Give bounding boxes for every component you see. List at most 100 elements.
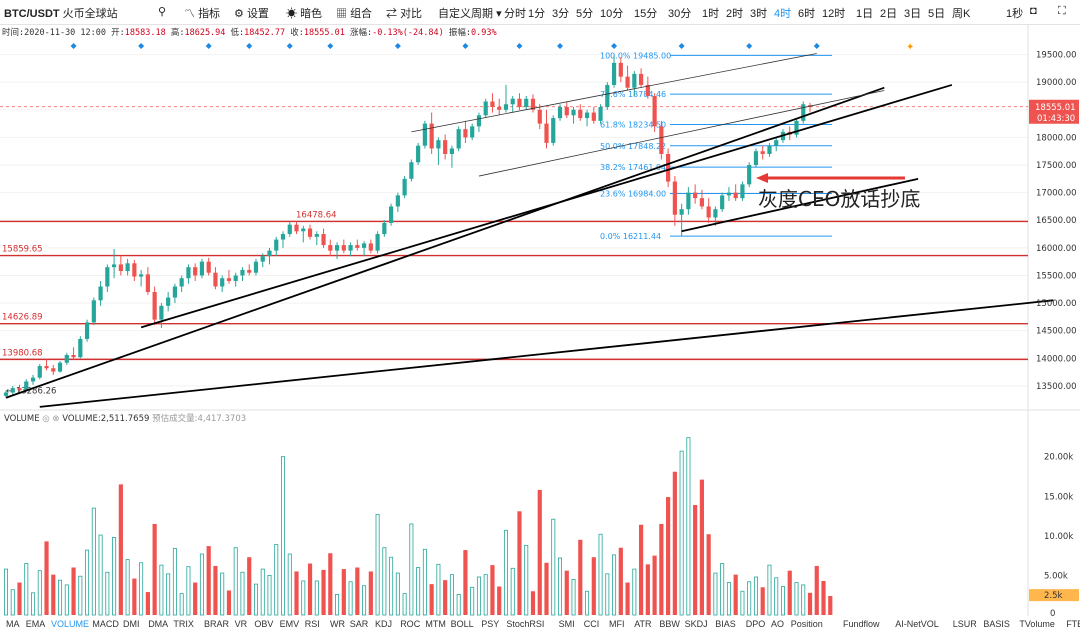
period-tab[interactable]: 3时 (750, 8, 768, 20)
period-tab[interactable]: 2时 (726, 8, 744, 20)
level-label: ← 13286.26 (6, 387, 56, 397)
candle-body (57, 362, 63, 372)
custom-period-dropdown[interactable]: 自定义周期 ▾ (438, 8, 502, 20)
candle-body (470, 126, 475, 138)
candle-body (720, 195, 725, 210)
compare-button[interactable]: ⇄ 对比 (386, 8, 423, 20)
volume-bar (503, 529, 508, 616)
indicator-tab[interactable]: StochRSI (506, 619, 545, 629)
indicator-tab[interactable]: CCI (583, 619, 600, 629)
period-tab[interactable]: 5日 (928, 8, 946, 20)
volume-bar (44, 541, 49, 615)
indicator-button[interactable]: 〽 指标 (184, 8, 221, 20)
indicator-tab[interactable]: WR (330, 619, 345, 629)
indicator-tab[interactable]: OBV (254, 619, 274, 629)
candle-body (416, 145, 421, 163)
indicator-tab[interactable]: ATR (634, 619, 652, 629)
symbol-label[interactable]: BTC/USDT 火币全球站 (4, 8, 118, 20)
period-tab[interactable]: 15分 (634, 8, 658, 20)
alert-marker: ✦ (906, 42, 914, 53)
indicator-tab[interactable]: DMI (123, 619, 140, 629)
signal-marker (516, 43, 523, 49)
camera-icon[interactable]: ◘ (1030, 5, 1037, 17)
period-tab[interactable]: 4时 (774, 8, 792, 20)
indicator-tab[interactable]: MFI (609, 619, 625, 629)
interval-label[interactable]: 1秒 (1006, 8, 1024, 20)
volume-bar (733, 574, 738, 615)
volume-bar (301, 580, 306, 616)
indicator-tab[interactable]: FTBS (1066, 619, 1080, 629)
fib-label: 23.6% 16984.00 (600, 190, 666, 199)
candle-body (247, 269, 252, 273)
settings-button[interactable]: ⚙ 设置 (234, 8, 269, 20)
indicator-tab[interactable]: BBW (659, 619, 680, 629)
current-volume-value: 2.5k (1044, 591, 1063, 601)
indicator-tab[interactable]: SKDJ (684, 619, 708, 629)
indicator-tab[interactable]: TRIX (173, 619, 194, 629)
indicator-tab[interactable]: KDJ (375, 619, 393, 629)
indicator-tab[interactable]: Fundflow (843, 619, 880, 629)
period-tab[interactable]: 30分 (668, 8, 692, 20)
candle-body (551, 118, 556, 143)
period-tab[interactable]: 2日 (880, 8, 898, 20)
indicator-tab[interactable]: EMA (25, 619, 46, 629)
volume-bar (10, 589, 15, 616)
indicator-tab[interactable]: Position (790, 619, 823, 629)
candle-body (794, 120, 799, 135)
indicator-tab[interactable]: EMV (279, 619, 300, 629)
period-tab[interactable]: 周K (952, 8, 971, 20)
period-tab[interactable]: 5分 (576, 8, 594, 20)
search-icon[interactable]: ⚲ (158, 6, 167, 18)
arrow-head (756, 173, 768, 183)
indicator-tab[interactable]: VOLUME (51, 619, 90, 629)
indicator-tab[interactable]: SMI (558, 619, 575, 629)
volume-bar (294, 571, 299, 615)
indicator-tab[interactable]: DMA (148, 619, 169, 629)
candle-body (30, 377, 36, 382)
indicator-tab[interactable]: BOLL (450, 619, 474, 629)
period-tab[interactable]: 1日 (856, 8, 874, 20)
close-icon[interactable]: ⊗ (52, 414, 60, 424)
indicator-tab[interactable]: TVolume (1019, 619, 1055, 629)
indicator-tab[interactable]: ROC (400, 619, 421, 629)
candle-body (84, 322, 90, 339)
period-tab[interactable]: 1时 (702, 8, 720, 20)
indicator-tab[interactable]: SAR (349, 619, 369, 629)
period-tab[interactable]: 分时 (504, 8, 526, 20)
indicator-tab[interactable]: AO (771, 619, 785, 629)
volume-bar (321, 569, 326, 615)
volume-bar (64, 584, 69, 616)
indicator-tab[interactable]: LSUR (952, 619, 977, 629)
indicator-tab[interactable]: DPO (745, 619, 766, 629)
candle-body (632, 73, 637, 88)
candle-body (760, 151, 765, 154)
volume-bar (166, 573, 171, 616)
volume-bar (51, 574, 56, 615)
volume-bar (659, 523, 664, 615)
combo-button[interactable]: ▦ 组合 (336, 8, 373, 20)
indicator-tab[interactable]: MACD (92, 619, 119, 629)
period-tab[interactable]: 10分 (600, 8, 624, 20)
period-tab[interactable]: 12时 (822, 8, 846, 20)
settings-icon[interactable]: ◎ (42, 414, 50, 424)
indicator-tab[interactable]: AI-NetVOL (895, 619, 939, 629)
indicator-tab[interactable]: BIAS (715, 619, 736, 629)
period-tab[interactable]: 6时 (798, 8, 816, 20)
indicator-tab[interactable]: BASIS (983, 619, 1010, 629)
period-tab[interactable]: 3分 (552, 8, 570, 20)
period-tab[interactable]: 1分 (528, 8, 546, 20)
indicator-tab[interactable]: PSY (481, 619, 500, 629)
fullscreen-icon[interactable]: ⛶ (1058, 5, 1066, 17)
volume-bar (476, 576, 481, 616)
candle-body (443, 140, 448, 154)
indicator-tab[interactable]: BRAR (204, 619, 230, 629)
layout-icon: ▦ (336, 8, 347, 20)
period-tab[interactable]: 3日 (904, 8, 922, 20)
indicator-tab[interactable]: VR (234, 619, 248, 629)
indicator-tab[interactable]: MTM (425, 619, 446, 629)
theme-button[interactable]: ☀ 暗色 (286, 8, 323, 20)
indicator-tab[interactable]: MA (6, 619, 20, 629)
indicator-tab[interactable]: RSI (304, 619, 320, 629)
candle-body (240, 269, 245, 276)
